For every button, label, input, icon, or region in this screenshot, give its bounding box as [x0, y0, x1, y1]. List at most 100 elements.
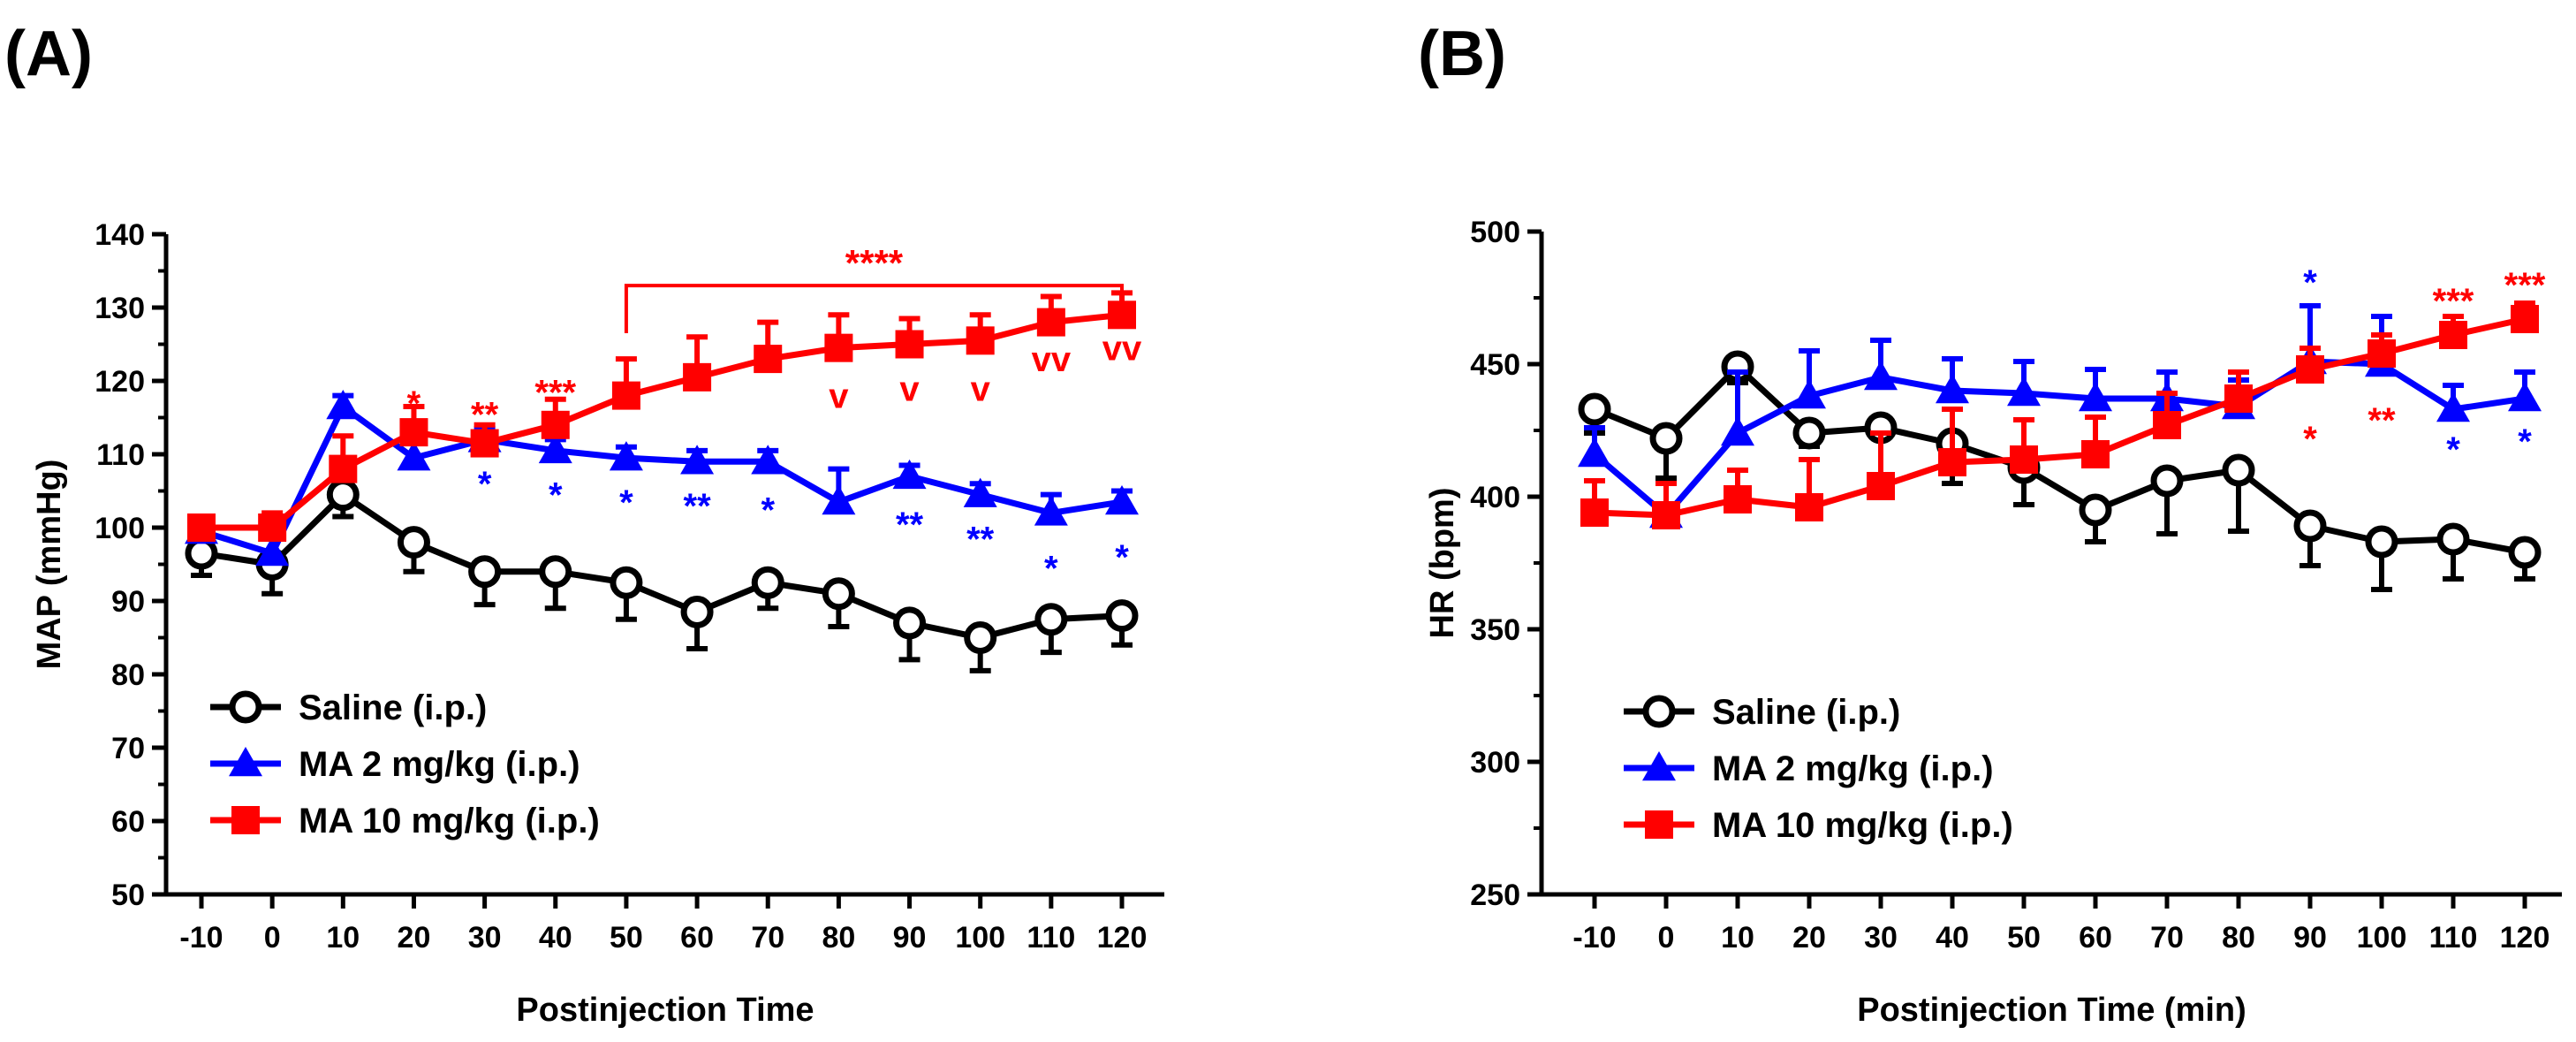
y-tick-label: 60: [111, 805, 145, 839]
data-point-saline: [610, 566, 643, 599]
significance-marker: **: [896, 506, 924, 544]
significance-marker: *: [2303, 263, 2317, 302]
significance-marker: *: [1044, 550, 1058, 589]
legend-marker-ma2: [1642, 751, 1676, 781]
x-axis-title: Postinjection Time (min): [1857, 992, 2246, 1029]
data-point-ma10: [1867, 472, 1895, 500]
legend-marker-ma2: [229, 747, 262, 777]
data-point-saline: [539, 555, 572, 589]
y-tick-label: 300: [1470, 746, 1520, 780]
y-tick-label: 350: [1470, 613, 1520, 647]
data-point-ma2: [963, 477, 997, 507]
data-point-ma2: [2508, 382, 2542, 412]
y-tick-label: 100: [95, 512, 145, 545]
significance-marker: *: [407, 384, 421, 423]
data-point-saline: [2150, 464, 2184, 498]
series-ma10: [1580, 300, 2539, 529]
data-point-ma2: [1034, 496, 1068, 526]
significance-marker: **: [2368, 401, 2396, 440]
significance-marker: *: [761, 491, 775, 529]
x-tick-label: 120: [2500, 921, 2550, 955]
data-point-saline: [1105, 599, 1139, 633]
x-tick-label: 40: [1936, 921, 1969, 955]
x-tick-label: 20: [1792, 921, 1826, 955]
data-point-saline: [1792, 416, 1826, 450]
data-point-saline: [468, 555, 502, 589]
series-ma2: [1578, 303, 2542, 529]
x-tick-label: 0: [264, 921, 281, 955]
data-point-ma10: [683, 362, 712, 392]
x-tick-label: 100: [2357, 921, 2407, 955]
data-point-ma10: [1652, 501, 1680, 529]
data-point-saline: [2222, 453, 2255, 487]
legend-label-saline: Saline (i.p.): [299, 688, 487, 727]
data-point-saline: [185, 536, 218, 570]
x-tick-label: 90: [2293, 921, 2327, 955]
significance-marker: vv: [1102, 330, 1142, 369]
data-point-ma10: [2368, 339, 2396, 368]
data-point-ma10: [1724, 485, 1752, 513]
legend-label-ma10: MA 10 mg/kg (i.p.): [299, 802, 600, 840]
data-point-ma10: [541, 410, 570, 439]
x-tick-label: 110: [2429, 921, 2478, 955]
y-tick-label: 90: [111, 585, 145, 619]
significance-marker: *: [2303, 420, 2317, 459]
data-point-saline: [1649, 422, 1683, 455]
data-point-saline: [2365, 525, 2398, 559]
significance-marker: v: [899, 369, 920, 408]
x-tick-label: 120: [1097, 921, 1148, 955]
data-point-ma10: [2010, 445, 2038, 474]
legend: Saline (i.p.) MA 2 mg/kg (i.p.) MA 10 mg/k…: [210, 688, 600, 840]
significance-marker: v: [971, 369, 991, 408]
x-tick-label: 60: [680, 921, 714, 955]
x-tick-label: 10: [1721, 921, 1754, 955]
significance-marker: **: [684, 487, 712, 526]
data-point-ma2: [397, 441, 431, 471]
data-point-ma2: [1721, 416, 1754, 446]
data-point-ma2: [255, 536, 290, 567]
data-point-saline: [680, 595, 714, 628]
data-point-saline: [822, 577, 855, 611]
x-tick-label: 30: [1864, 921, 1898, 955]
series-saline: [185, 478, 1139, 673]
data-point-ma10: [399, 418, 428, 447]
data-point-ma2: [1105, 484, 1139, 515]
data-point-ma2: [2079, 382, 2112, 412]
data-point-ma2: [1864, 361, 1898, 391]
data-point-saline: [893, 606, 927, 640]
data-point-ma10: [1795, 493, 1823, 521]
data-point-ma2: [680, 445, 715, 475]
data-point-ma2: [892, 459, 927, 490]
data-point-ma10: [1108, 300, 1136, 330]
x-tick-label: 50: [610, 921, 643, 955]
legend-marker-ma10: [1645, 810, 1673, 839]
significance-marker: *: [2518, 422, 2532, 461]
x-tick-label: 50: [2007, 921, 2041, 955]
data-point-saline: [397, 526, 430, 559]
data-point-ma2: [2436, 392, 2470, 422]
data-point-ma10: [187, 513, 216, 542]
data-point-ma2: [2007, 376, 2041, 407]
data-point-saline: [1578, 392, 1611, 426]
x-tick-label: -10: [1572, 921, 1616, 955]
significance-marker: *: [2446, 430, 2460, 469]
legend-label-ma10: MA 10 mg/kg (i.p.): [1712, 806, 2013, 845]
x-tick-label: 40: [539, 921, 572, 955]
y-tick-label: 110: [96, 438, 145, 472]
data-point-ma2: [1792, 379, 1826, 409]
y-axis-title: HR (bpm): [1424, 488, 1461, 639]
significance-marker: ***: [2433, 282, 2474, 321]
legend-label-ma2: MA 2 mg/kg (i.p.): [1712, 749, 1994, 788]
data-point-saline: [1034, 603, 1068, 636]
panel-label: (A): [4, 19, 93, 89]
data-point-ma10: [966, 326, 995, 355]
data-point-ma10: [611, 381, 640, 410]
y-tick-label: 400: [1470, 481, 1520, 514]
data-point-ma10: [258, 513, 287, 542]
data-point-ma10: [754, 345, 783, 374]
data-point-ma10: [2511, 305, 2539, 333]
significance-marker: v: [829, 377, 849, 416]
data-point-saline: [2508, 536, 2542, 569]
legend: Saline (i.p.) MA 2 mg/kg (i.p.) MA 10 mg/k…: [1624, 693, 2013, 845]
x-tick-label: 100: [955, 921, 1005, 955]
